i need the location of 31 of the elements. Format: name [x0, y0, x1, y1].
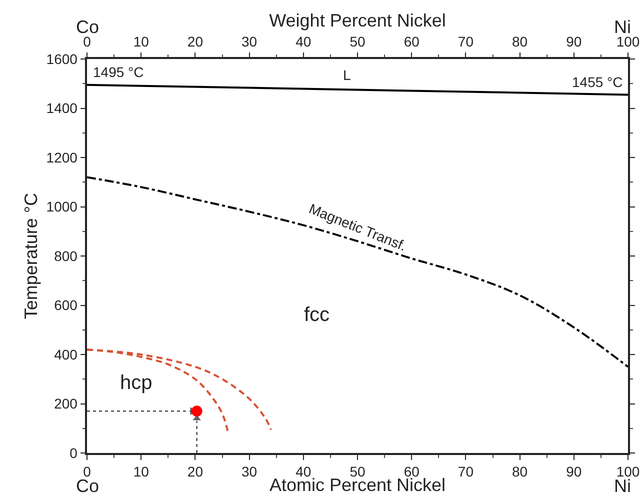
x2-tick-label: 20 [187, 464, 204, 480]
x2-axis-title: Weight Percent Nickel [269, 10, 446, 30]
x-tick-label: 80 [512, 34, 528, 50]
y-tick-label: 600 [54, 297, 78, 314]
y-tick-label: 1200 [46, 149, 78, 166]
y-tick-label: 1000 [46, 198, 78, 215]
x-tick-label: 20 [187, 34, 204, 50]
annotation: 1455 °C [572, 74, 623, 90]
y-tick-label: 400 [54, 346, 78, 362]
y-tick-label: 200 [54, 396, 78, 412]
annotation: hcp [120, 372, 152, 394]
y-axis-title: Temperature °C [20, 192, 41, 320]
x-tick-label: 40 [296, 34, 312, 50]
x2-tick-label: 10 [133, 464, 150, 480]
x2-tick-label: 70 [458, 464, 474, 480]
y-tick-label: 1400 [46, 100, 78, 116]
y-tick-label: 0 [70, 444, 78, 461]
x-tick-label: 50 [350, 34, 366, 50]
x2-tick-label: 80 [512, 464, 528, 480]
y-tick-label: 800 [54, 248, 78, 264]
annotation: fcc [304, 304, 330, 326]
x-tick-label: 30 [242, 34, 258, 50]
x-tick-label: 70 [458, 34, 474, 50]
x-tick-label: 60 [404, 34, 420, 50]
x-tick-label: 90 [566, 34, 582, 50]
y-tick-label: 1600 [46, 50, 78, 67]
annotation: L [343, 67, 351, 83]
x2-tick-label: 30 [242, 464, 258, 480]
x-tick-label: 10 [133, 34, 150, 50]
annotation: 1495 °C [93, 64, 144, 80]
x2-tick-label: 90 [566, 464, 582, 480]
